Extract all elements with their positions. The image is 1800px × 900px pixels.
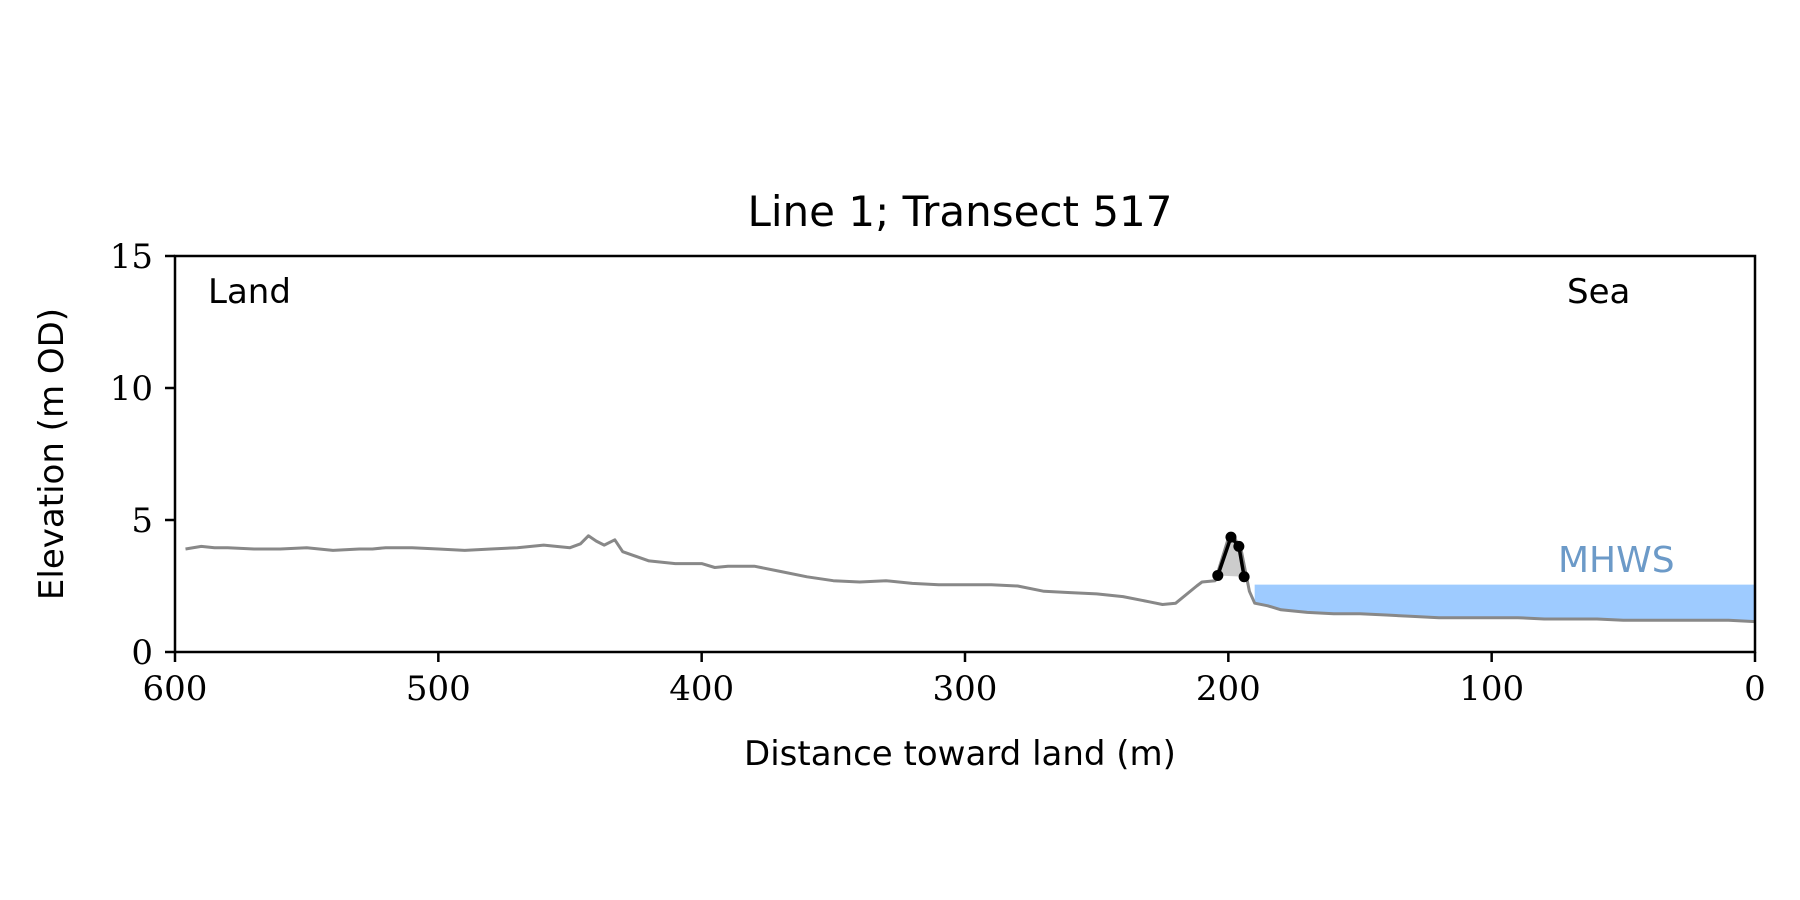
y-tick-label: 0	[131, 633, 153, 673]
mhws-label: MHWS	[1558, 540, 1675, 581]
elevation-profile-line	[185, 534, 1756, 624]
dune-point	[1233, 540, 1245, 552]
dune-layer	[1212, 531, 1250, 583]
y-tick-label: 5	[131, 501, 153, 541]
x-tick-label: 100	[1459, 669, 1524, 709]
x-tick-label: 200	[1196, 669, 1261, 709]
x-tick-label: 500	[406, 669, 471, 709]
y-tick-label: 15	[110, 237, 153, 277]
land-label: Land	[208, 272, 291, 312]
x-tick-label: 400	[669, 669, 734, 709]
x-tick-label: 600	[143, 669, 208, 709]
y-axis: 0 5 10 15	[110, 237, 175, 673]
mhws-water-area	[1254, 584, 1755, 622]
chart-title: Line 1; Transect 517	[747, 187, 1172, 236]
x-axis-label: Distance toward land (m)	[744, 734, 1176, 774]
dune-point	[1212, 569, 1224, 581]
sea-label: Sea	[1567, 272, 1630, 312]
x-axis: 600 500 400 300 200 100 0	[143, 652, 1766, 709]
y-axis-label: Elevation (m OD)	[32, 308, 72, 600]
dune-point	[1238, 571, 1250, 583]
dune-outline	[1216, 535, 1246, 578]
mhws-layer	[1254, 584, 1755, 622]
x-tick-label: 300	[933, 669, 998, 709]
dune-point	[1225, 531, 1237, 543]
y-tick-label: 10	[110, 369, 153, 409]
profile-layer	[185, 534, 1756, 624]
x-tick-label: 0	[1744, 669, 1766, 709]
